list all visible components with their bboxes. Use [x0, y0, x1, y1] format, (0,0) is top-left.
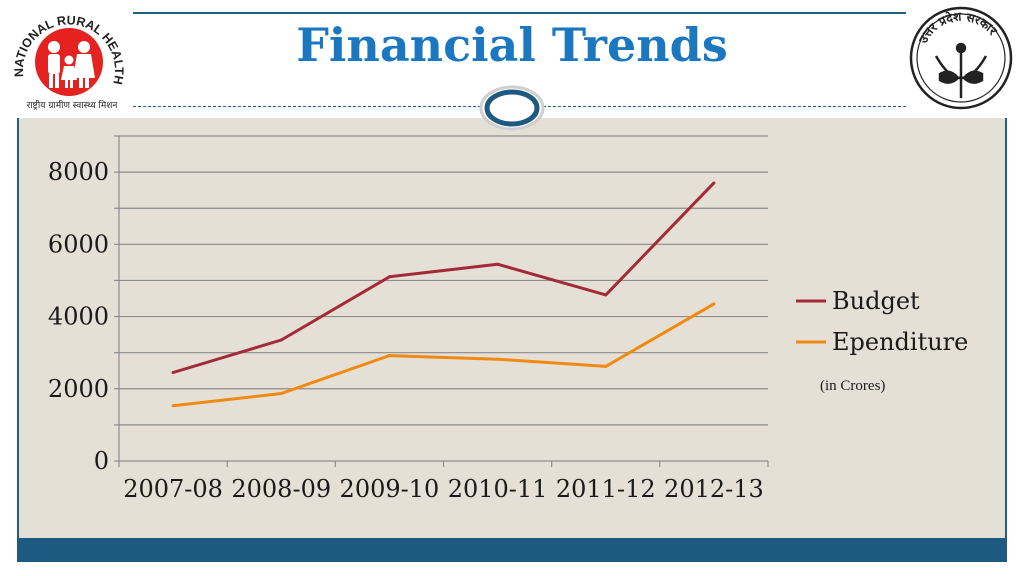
- x-tick-label: 2010-11: [448, 475, 548, 503]
- series-line-budget: [172, 181, 715, 374]
- nrhm-logo-subtext: राष्ट्रीय ग्रामीण स्वास्थ्य मिशन: [27, 99, 119, 111]
- data-point: [496, 262, 500, 266]
- legend-label: Budget: [832, 287, 920, 315]
- y-tick-label: 6000: [48, 230, 109, 258]
- content-panel: [17, 118, 1007, 538]
- x-tick-label: 2012-13: [664, 475, 764, 503]
- units-note: (in Crores): [820, 378, 886, 394]
- data-point: [387, 354, 391, 358]
- data-point: [171, 404, 175, 408]
- header-top-rule: [133, 12, 906, 14]
- x-tick-label: 2007-08: [123, 475, 223, 503]
- chart-ticks: 0 2000 4000 6000 8000 2007-08 2008-09 2009-10 20…: [48, 158, 764, 503]
- nrhm-logo: NATIONAL RURAL HEALTH MISSION राष्ट्रीय …: [2, 2, 126, 111]
- oval-ornament: [479, 85, 545, 131]
- y-tick-label: 8000: [48, 158, 109, 186]
- x-tick-label: 2011-12: [556, 475, 656, 503]
- page-title: Financial Trends: [296, 18, 728, 72]
- x-tick-label: 2009-10: [340, 475, 440, 503]
- legend-label: Ependiture: [832, 328, 968, 356]
- data-point: [604, 364, 608, 368]
- footer-bar: [17, 538, 1007, 562]
- y-tick-label: 0: [94, 447, 109, 475]
- up-government-seal: उत्तर प्रदेश सरकार: [909, 6, 1013, 110]
- y-tick-label: 4000: [48, 303, 109, 331]
- series-line-ependiture: [172, 302, 715, 408]
- chart-grid: [119, 135, 768, 426]
- data-point: [496, 357, 500, 361]
- x-tick-label: 2008-09: [231, 475, 331, 503]
- data-point: [712, 181, 716, 185]
- data-point: [279, 391, 283, 395]
- y-tick-label: 2000: [48, 375, 109, 403]
- data-point: [171, 371, 175, 375]
- chart-legend: Budget Ependiture: [796, 287, 968, 356]
- bow-and-fish-emblem-icon: [934, 42, 988, 98]
- data-point: [279, 338, 283, 342]
- chart-axes: [114, 135, 769, 467]
- data-point: [387, 275, 391, 279]
- data-point: [712, 302, 716, 306]
- chart-series: [171, 181, 716, 408]
- family-figures-icon: [48, 41, 95, 88]
- data-point: [604, 293, 608, 297]
